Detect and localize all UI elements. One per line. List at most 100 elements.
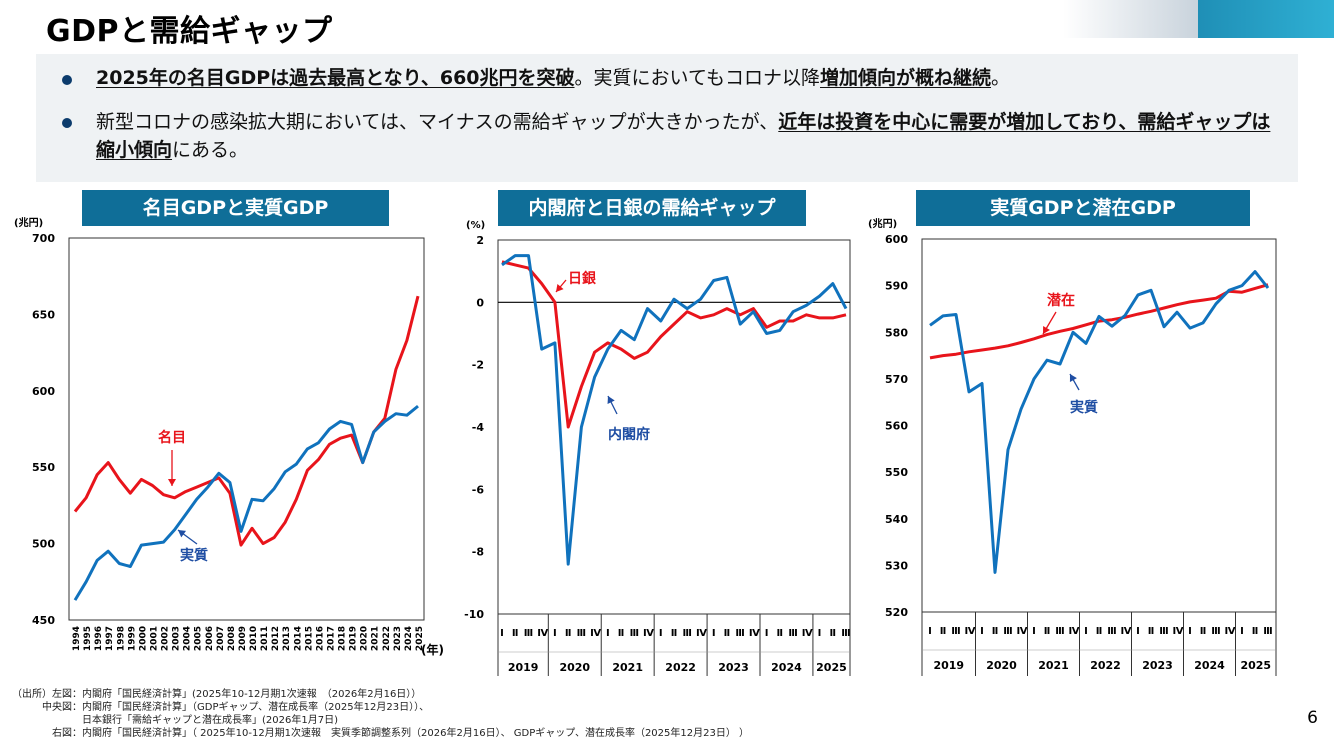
quarter-label: Ⅲ [1159, 626, 1168, 637]
quarter-label: Ⅲ [1263, 626, 1272, 637]
quarter-label: Ⅲ [1055, 626, 1064, 637]
quarter-label: Ⅱ [512, 628, 519, 639]
quarter-label: Ⅲ [1003, 626, 1012, 637]
source-line: 日本銀行「需給ギャップと潜在成長率」(2026年1月7日) [12, 715, 338, 726]
y-tick-label: 700 [32, 232, 55, 245]
year-label: 2024 [771, 661, 802, 674]
quarter-label: Ⅱ [1200, 626, 1207, 637]
x-tick-label: 2007 [216, 626, 226, 651]
x-tick-label: 2018 [338, 626, 348, 651]
quarter-label: Ⅲ [1211, 626, 1220, 637]
y-tick-label: 500 [32, 538, 55, 551]
year-label: 2021 [612, 661, 643, 674]
annotation-nominal: 名目 [158, 429, 186, 446]
y-tick-label: 530 [885, 559, 908, 572]
annotation-cao: 内閣府 [608, 426, 650, 443]
quarter-label: Ⅳ [643, 628, 654, 639]
plot-frame [497, 239, 851, 615]
quarter-label: Ⅰ [606, 628, 610, 639]
quarter-label: Ⅱ [829, 628, 836, 639]
x-tick-label: 2000 [138, 626, 148, 651]
quarter-label: Ⅰ [659, 628, 663, 639]
bullet-dot [62, 75, 72, 85]
x-tick-label: 1998 [116, 626, 126, 651]
year-label: 2019 [933, 659, 964, 672]
annotation-arrow-real-head [178, 530, 187, 538]
bullet1-end: 。 [991, 67, 1011, 89]
bullet2-lead: 新型コロナの感染拡大期においては、マイナスの需給ギャップが大きかったが、 [96, 111, 779, 133]
year-label: 2024 [1194, 659, 1225, 672]
x-tick-label: 2015 [304, 626, 314, 651]
x-tick-label: 2004 [183, 626, 193, 651]
quarter-label: Ⅳ [749, 628, 760, 639]
series-line-2 [73, 404, 419, 601]
year-label: 2025 [1240, 659, 1271, 672]
y-tick-label: -10 [464, 608, 484, 621]
quarter-label: Ⅳ [802, 628, 813, 639]
quarter-label: Ⅲ [630, 628, 639, 639]
quarter-label: Ⅰ [1032, 626, 1036, 637]
x-tick-label: 2016 [315, 626, 325, 651]
y-tick-label: 590 [885, 280, 908, 293]
x-tick-label: 2023 [393, 626, 403, 651]
x-tick-label: 2022 [382, 626, 392, 651]
quarter-label: Ⅰ [980, 626, 984, 637]
annotation-arrow-potential-head [1043, 325, 1051, 334]
plot-frame [921, 238, 1277, 613]
series-line-1 [929, 283, 1269, 360]
quarter-label: Ⅲ [788, 628, 797, 639]
quarter-label: Ⅳ [1017, 626, 1028, 637]
quarter-label: Ⅰ [500, 628, 504, 639]
page-number: 6 [1307, 708, 1318, 728]
x-tick-label: 1995 [83, 626, 93, 651]
quarter-label: Ⅱ [671, 628, 678, 639]
x-tick-label: 2014 [293, 626, 303, 651]
bullet1-strong-1: 2025年の名目GDPは過去最高となり、660兆円を突破 [96, 67, 575, 89]
x-tick-label: 2010 [249, 626, 259, 651]
quarter-label: Ⅰ [1240, 626, 1244, 637]
quarter-label: Ⅰ [1188, 626, 1192, 637]
quarter-label: Ⅲ [735, 628, 744, 639]
year-label: 2025 [816, 661, 847, 674]
x-tick-label: 2011 [260, 626, 270, 651]
y-tick-label: 560 [885, 420, 908, 433]
x-tick-label: 2008 [227, 626, 237, 651]
bullet-dot [62, 118, 72, 128]
year-label: 2023 [718, 661, 749, 674]
chart3-title: 実質GDPと潜在GDP [916, 190, 1250, 226]
year-label: 2019 [508, 661, 539, 674]
y-tick-label: 550 [885, 466, 908, 479]
quarter-label: Ⅳ [590, 628, 601, 639]
y-tick-label: 570 [885, 373, 908, 386]
y-tick-label: 450 [32, 614, 55, 627]
x-tick-label: 2019 [349, 626, 359, 651]
header-decoration-blue [1198, 0, 1334, 38]
source-line: （出所）左図：内閣府「国民経済計算」(2025年10-12月期1次速報 （202… [12, 689, 422, 700]
y-tick-label: -2 [472, 359, 484, 372]
x-tick-label: 2009 [238, 626, 248, 651]
y-tick-label: 2 [476, 234, 484, 247]
y-tick-label: -4 [472, 421, 485, 434]
source-line: 中央図：内閣府「国民経済計算」（GDPギャップ、潜在成長率（2025年12月23… [12, 702, 430, 713]
x-tick-label: 2025 [415, 626, 425, 651]
y-axis-label: (%) [466, 220, 485, 231]
annotation-arrow-nominal-head [168, 479, 176, 486]
quarter-label: Ⅲ [1107, 626, 1116, 637]
y-tick-label: 600 [32, 385, 55, 398]
y-tick-label: 600 [885, 233, 908, 246]
chart2-title: 内閣府と日銀の需給ギャップ [498, 190, 806, 226]
quarter-label: Ⅲ [577, 628, 586, 639]
quarter-label: Ⅱ [1096, 626, 1103, 637]
annotation-boj: 日銀 [568, 270, 596, 287]
quarter-label: Ⅰ [1136, 626, 1140, 637]
year-label: 2022 [1090, 659, 1121, 672]
y-tick-label: -8 [472, 546, 484, 559]
quarter-label: Ⅳ [965, 626, 976, 637]
x-tick-label: 2005 [194, 626, 204, 651]
page-title: GDPと需給ギャップ [46, 14, 333, 49]
quarter-label: Ⅰ [818, 628, 822, 639]
x-tick-label: 2006 [205, 626, 215, 651]
year-label: 2021 [1038, 659, 1069, 672]
series-line-2 [501, 254, 848, 566]
